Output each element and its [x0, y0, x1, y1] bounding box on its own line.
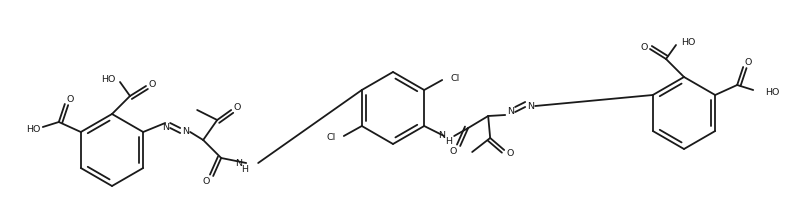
Text: HO: HO	[26, 124, 40, 133]
Text: O: O	[234, 102, 241, 111]
Text: O: O	[449, 148, 457, 157]
Text: O: O	[507, 150, 514, 158]
Text: N: N	[527, 102, 534, 111]
Text: O: O	[148, 80, 156, 89]
Text: HO: HO	[101, 75, 115, 83]
Text: H: H	[444, 138, 452, 146]
Text: O: O	[203, 177, 210, 186]
Text: N: N	[235, 160, 242, 169]
Text: Cl: Cl	[326, 133, 336, 143]
Text: HO: HO	[681, 37, 695, 46]
Text: O: O	[745, 58, 752, 66]
Text: Cl: Cl	[450, 73, 460, 82]
Text: HO: HO	[765, 87, 780, 97]
Text: N: N	[182, 128, 188, 136]
Text: N: N	[437, 131, 444, 140]
Text: O: O	[640, 43, 648, 51]
Text: H: H	[241, 165, 247, 174]
Text: O: O	[66, 94, 73, 104]
Text: N: N	[162, 123, 168, 131]
Text: N: N	[507, 107, 514, 116]
